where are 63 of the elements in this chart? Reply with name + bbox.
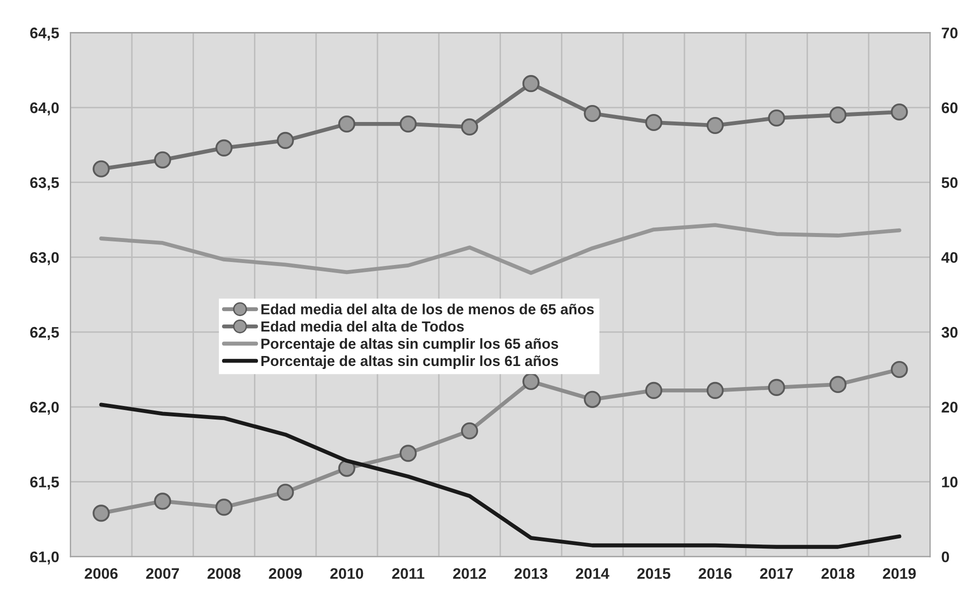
point [768,378,786,396]
point [215,139,233,156]
x-tick-label: 2017 [760,568,793,579]
point [400,444,417,462]
point [400,115,417,133]
y-tick-label: 61,5 [30,476,59,490]
x-tick-label: 2015 [637,568,670,579]
x-tick-label: 2010 [330,568,364,579]
y2-tick-label: 30 [942,326,958,338]
y2-tick-label: 20 [942,402,958,413]
point [154,492,172,510]
x-tick-label: 2012 [453,568,486,579]
x-tick-label: 2006 [84,568,118,579]
y2-tick-label: 60 [942,102,958,114]
point [890,360,908,378]
y2-tick-label: 10 [942,476,958,488]
legend-label: Edad media del alta de Todos [261,320,464,332]
point [829,106,846,124]
point [215,498,233,516]
y-tick-label: 64,5 [30,28,59,41]
line-series [99,223,902,275]
point [461,118,478,136]
y-tick-label: 61,0 [30,551,59,564]
point [829,376,846,393]
point [890,103,908,121]
y2-tick-label: 50 [942,177,958,188]
x-tick-label: 2019 [882,568,916,579]
point [276,484,294,501]
x-tick-label: 2007 [146,568,179,579]
point [645,114,662,132]
point [522,75,540,92]
point [276,132,294,149]
legend-label: Edad media del alta de los de menos de 65 años [261,304,594,314]
y-tick-label: 62,0 [30,402,59,415]
x-tick-label: 2016 [698,568,732,579]
x-tick-label: 2018 [821,568,854,579]
point [706,382,724,399]
point [338,115,356,133]
y-tick-label: 63,0 [30,252,59,266]
y-tick-label: 64,0 [30,102,59,116]
legend-label: Porcentaje de altas sin cumplir los 61 años [261,355,558,369]
point [584,104,601,122]
point [154,151,172,168]
legend-label: Porcentaje de altas sin cumplir los 65 años [261,338,558,352]
point [522,372,540,390]
y2-tick-label: 40 [941,252,958,263]
point [461,422,478,440]
y-tick-label: 62,5 [30,326,59,340]
y2-tick-label: 0 [942,551,950,562]
x-tick-label: 2014 [576,568,610,579]
point [92,160,110,178]
point [584,390,601,408]
point [706,116,724,134]
point [768,109,786,127]
x-tick-label: 2009 [268,568,302,579]
y2-tick-label: 70 [942,28,958,38]
x-tick-label: 2013 [514,568,548,579]
point [92,504,110,522]
x-tick-label: 2011 [392,568,424,579]
y-tick-label: 63,5 [30,177,59,190]
x-tick-label: 2008 [208,568,241,579]
line-series [99,402,902,549]
point [645,382,662,399]
